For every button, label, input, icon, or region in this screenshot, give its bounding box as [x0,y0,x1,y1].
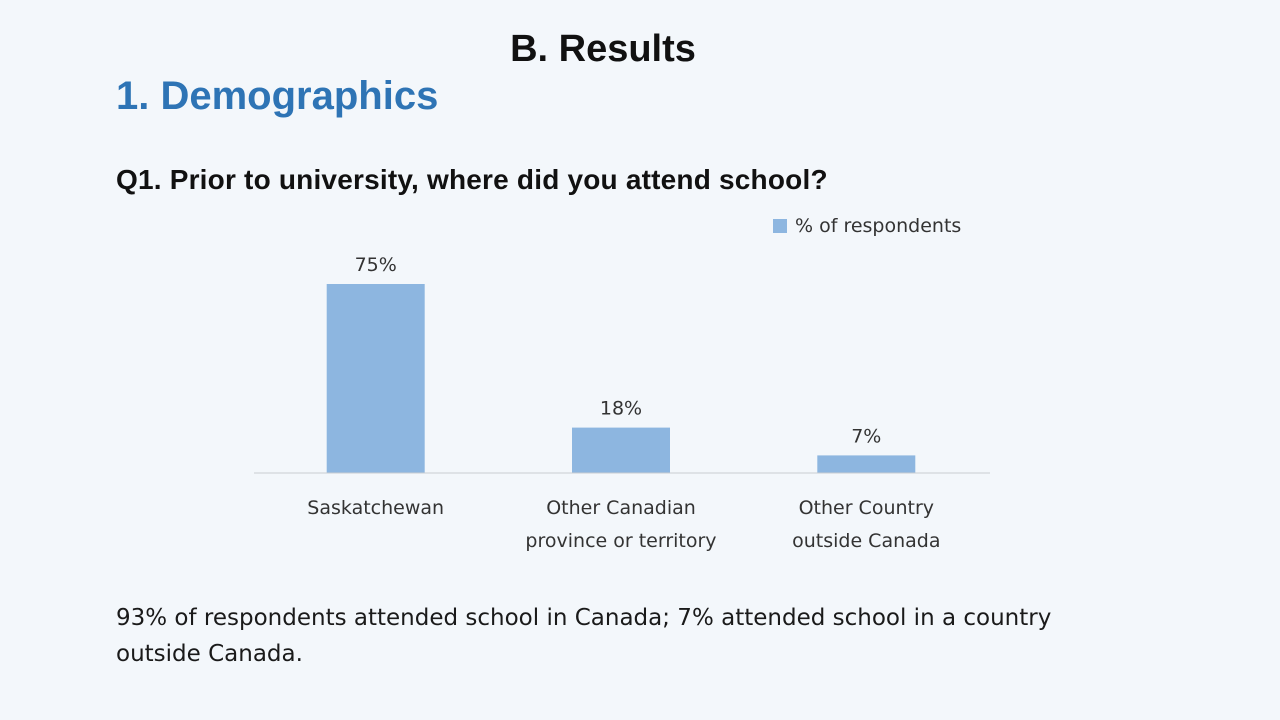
category-label-0: Saskatchewan [307,497,444,519]
bars-layer: 75% 18% 7% [326,254,916,473]
data-label-0: 75% [355,254,397,276]
question-text: Q1. Prior to university, where did you a… [116,164,828,195]
category-label-line: Other Country [799,497,934,519]
slide-title: B. Results [510,28,696,70]
summary-text: 93% of respondents attended school in Ca… [116,605,1052,667]
legend-swatch [773,219,787,233]
bar-1 [572,427,670,473]
legend-label: % of respondents [795,215,961,237]
category-labels: Saskatchewan Other Canadian province or te… [307,497,940,552]
category-label-line: Other Canadian [546,497,696,519]
data-label-2: 7% [851,425,881,447]
section-title: 1. Demographics [116,74,439,118]
bar-2 [817,455,916,473]
category-label-line: Saskatchewan [307,497,444,519]
category-label-line: province or territory [525,530,716,552]
chart-legend: % of respondents [773,215,961,237]
category-label-1: Other Canadian province or territory [525,497,716,552]
category-label-2: Other Country outside Canada [792,497,940,552]
bar-0 [326,284,425,473]
category-label-line: outside Canada [792,530,940,552]
data-label-1: 18% [600,398,642,420]
